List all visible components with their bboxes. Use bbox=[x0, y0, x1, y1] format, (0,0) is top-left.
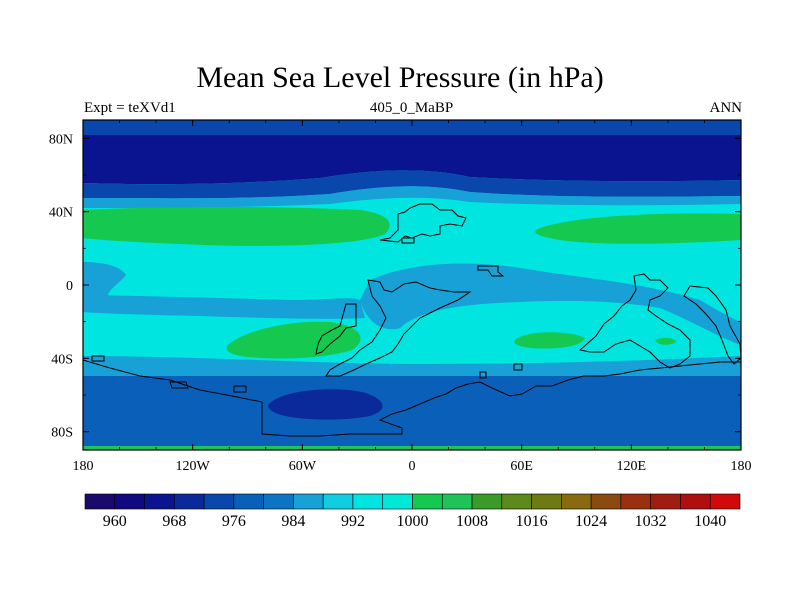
southern-ocean-low bbox=[83, 376, 741, 446]
south-pacific-high bbox=[226, 321, 361, 359]
colorbar: 960 968 976 984 992 1000 1008 1016 1024 1032 1040 bbox=[84, 493, 741, 530]
coastline-south-island-c bbox=[233, 385, 247, 393]
coastlines bbox=[83, 203, 741, 437]
coastline-island-east bbox=[477, 265, 505, 277]
coastline-small-island-north bbox=[401, 237, 415, 244]
colorbar-swatch-12 bbox=[441, 493, 473, 510]
colorbar-swatch-14 bbox=[501, 493, 532, 510]
y-tick-label-1: 40N bbox=[49, 206, 73, 221]
colorbar-swatch-9 bbox=[352, 493, 384, 510]
colorbar-swatch-18 bbox=[620, 493, 651, 510]
colorbar-swatch-1 bbox=[114, 493, 145, 510]
colorbar-label-8: 1024 bbox=[575, 513, 607, 530]
coastline-south-island-b bbox=[169, 381, 189, 389]
colorbar-swatch-2 bbox=[144, 493, 175, 510]
y-tick-label-3: 40S bbox=[51, 352, 73, 367]
pressure-field bbox=[83, 120, 741, 450]
colorbar-swatch-20 bbox=[680, 493, 711, 510]
colorbar-swatch-8 bbox=[322, 493, 354, 510]
colorbar-label-7: 1016 bbox=[516, 513, 548, 530]
band-north-subpolar bbox=[83, 170, 741, 199]
colorbar-swatch-17 bbox=[590, 493, 622, 510]
experiment-label: Expt = teXVd1 bbox=[84, 100, 176, 116]
coastline-eastern-landmass bbox=[578, 273, 691, 369]
colorbar-label-2: 976 bbox=[222, 513, 246, 530]
chart-title: Mean Sea Level Pressure (in hPa) bbox=[196, 61, 604, 94]
coastline-south-continent bbox=[325, 279, 472, 377]
colorbar-swatch-11 bbox=[412, 493, 443, 510]
coastline-south-island-a bbox=[91, 355, 105, 362]
equatorial-trough-mid bbox=[83, 295, 365, 319]
colorbar-swatch-7 bbox=[293, 493, 324, 510]
y-tick-label-4: 80S bbox=[51, 426, 73, 441]
colorbar-label-5: 1000 bbox=[397, 513, 429, 530]
colorbar-swatch-3 bbox=[174, 493, 205, 510]
south-indian-high bbox=[514, 332, 585, 349]
band-north-cap bbox=[83, 120, 741, 138]
x-tick-label-3: 0 bbox=[409, 459, 416, 474]
north-pacific-high bbox=[535, 213, 741, 244]
coastline-north-continent bbox=[379, 203, 467, 243]
band-north-mid bbox=[83, 186, 741, 208]
colorbar-swatch-5 bbox=[233, 493, 264, 510]
coastline-south-arc bbox=[83, 359, 741, 437]
southern-transition-band bbox=[83, 356, 741, 377]
colorbar-label-4: 992 bbox=[341, 513, 365, 530]
band-north-low bbox=[83, 135, 741, 185]
coastline-south-continent-west bbox=[315, 303, 357, 355]
colorbar-swatch-10 bbox=[382, 493, 413, 510]
x-tick-label-1: 120W bbox=[176, 459, 211, 474]
y-tick-label-2: 0 bbox=[66, 279, 73, 294]
axes: 180 120W 60W 0 60E 120E 180 80N 40N 0 40S 80S bbox=[49, 120, 752, 474]
colorbar-label-6: 1008 bbox=[456, 513, 488, 530]
coastline-far-east bbox=[683, 285, 741, 365]
colorbar-swatch-21 bbox=[709, 493, 741, 510]
colorbar-swatch-13 bbox=[471, 493, 503, 510]
coastline-south-island-e bbox=[479, 371, 487, 379]
colorbar-swatch-16 bbox=[561, 493, 592, 510]
coastline-south-island-d bbox=[513, 363, 523, 371]
x-tick-label-2: 60W bbox=[289, 459, 317, 474]
colorbar-swatch-0 bbox=[84, 493, 116, 510]
north-atlantic-high bbox=[83, 207, 390, 246]
colorbar-label-0: 960 bbox=[103, 513, 127, 530]
colorbar-label-1: 968 bbox=[162, 513, 186, 530]
south-pacific-east-high bbox=[655, 337, 676, 345]
colorbar-label-10: 1040 bbox=[694, 513, 726, 530]
x-tick-label-6: 180 bbox=[731, 459, 752, 474]
season-label: ANN bbox=[709, 100, 743, 116]
colorbar-swatch-6 bbox=[263, 493, 294, 510]
antarctic-low-center bbox=[268, 389, 383, 420]
colorbar-swatch-4 bbox=[203, 493, 235, 510]
x-tick-label-5: 120E bbox=[617, 459, 647, 474]
x-tick-label-4: 60E bbox=[510, 459, 533, 474]
time-label: 405_0_MaBP bbox=[369, 100, 454, 116]
y-tick-label-0: 80N bbox=[49, 132, 73, 147]
x-tick-label-0: 180 bbox=[73, 459, 94, 474]
colorbar-swatch-15 bbox=[531, 493, 562, 510]
colorbar-label-9: 1032 bbox=[635, 513, 667, 530]
equatorial-trough-east bbox=[360, 263, 741, 345]
colorbar-swatch-19 bbox=[650, 493, 681, 510]
colorbar-label-3: 984 bbox=[281, 513, 305, 530]
